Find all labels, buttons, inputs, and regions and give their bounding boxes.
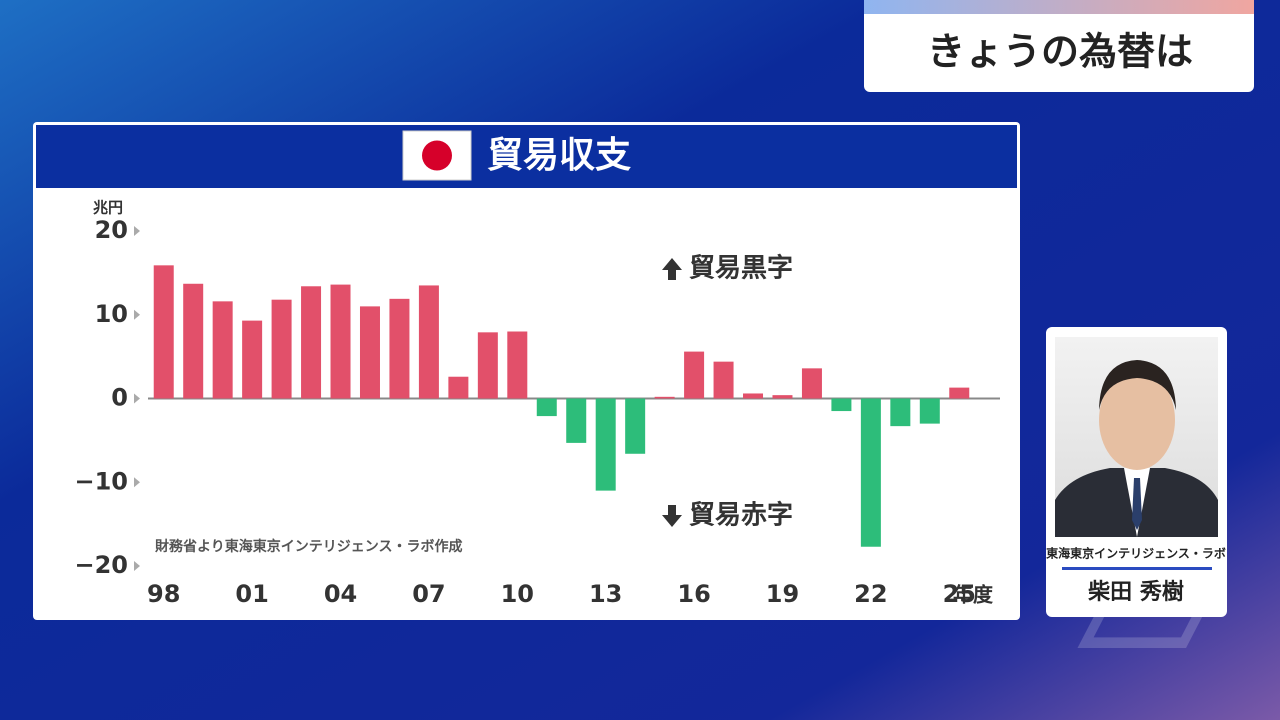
header-title: きょうの為替は: [927, 30, 1193, 74]
chart-title: 貿易収支: [487, 135, 631, 176]
bar: [595, 398, 616, 491]
down-arrow: [662, 505, 682, 527]
photo-hair: [1099, 360, 1176, 410]
presenter-rule: [1062, 567, 1212, 570]
y-tick-label: −10: [74, 467, 128, 495]
x-tick-label: 04: [324, 580, 357, 608]
source: 財務省より東海東京インテリジェンス・ラボ作成: [154, 538, 462, 555]
photo-face: [1099, 370, 1175, 470]
header-card: [864, 0, 1254, 92]
bar: [183, 283, 204, 399]
annotation: 貿易赤字: [689, 500, 793, 531]
presenter-affiliation: 東海東京インテリジェンス・ラボ: [1046, 546, 1226, 561]
y-tick-label: 20: [95, 216, 128, 244]
bar: [212, 301, 233, 399]
x-tick-label: 10: [501, 580, 534, 608]
bar: [772, 395, 793, 399]
bar: [654, 396, 675, 399]
x-tick-label: 98: [147, 580, 180, 608]
y-tick-label: 0: [111, 384, 128, 412]
bar: [242, 320, 263, 399]
y-tick-mark: [134, 561, 140, 571]
bar: [949, 387, 970, 399]
up-arrow: [662, 258, 682, 280]
chart-header: [36, 125, 1017, 188]
y-tick-label: −20: [74, 551, 128, 579]
bar: [448, 376, 469, 399]
x-tick-label: 16: [677, 580, 710, 608]
bar: [831, 398, 852, 412]
y-unit: 兆円: [93, 199, 123, 217]
plot: 20 10 0 −10 −20 98 01 04 07 10 13 16 19 22 25: [74, 216, 1000, 608]
x-tick-label: 19: [766, 580, 799, 608]
y-tick-mark: [134, 477, 140, 488]
bar: [713, 361, 734, 399]
x-unit: 年度: [953, 583, 994, 607]
bar: [507, 331, 528, 399]
x-tick-label: 25: [943, 580, 976, 608]
bar: [536, 398, 557, 417]
presenter-name: 柴田 秀樹: [1087, 579, 1184, 605]
bar: [566, 398, 587, 443]
bar: [919, 398, 940, 424]
bar: [477, 332, 498, 399]
bar: [153, 265, 174, 399]
y-tick-mark: [134, 393, 140, 404]
bar: [418, 285, 439, 399]
y-tick-mark: [134, 309, 140, 320]
x-tick-label: 01: [235, 580, 268, 608]
header-strip: [864, 0, 1254, 14]
annotation: 貿易黒字: [689, 253, 793, 284]
bar: [890, 398, 911, 427]
y-tick-label: 10: [95, 300, 128, 328]
bar: [801, 368, 822, 399]
bar: [389, 298, 410, 399]
bar: [743, 393, 764, 399]
bar: [301, 286, 322, 399]
x-tick-label: 22: [854, 580, 887, 608]
bar: [271, 299, 292, 399]
photo-tie: [1132, 478, 1142, 530]
flag-sun: [422, 140, 452, 171]
y-tick-mark: [134, 226, 140, 236]
bar: [359, 306, 380, 399]
bar: [860, 398, 881, 547]
bar: [330, 284, 351, 399]
x-tick-label: 13: [589, 580, 622, 608]
bar: [625, 398, 646, 454]
x-tick-label: 07: [412, 580, 445, 608]
bar: [684, 351, 705, 399]
